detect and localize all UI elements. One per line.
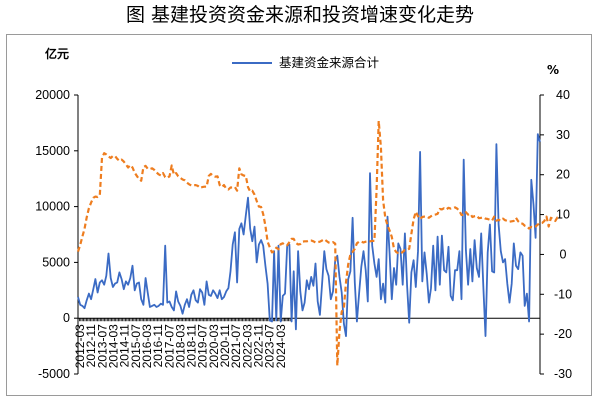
x-tick-label: 2019-07 xyxy=(196,324,210,368)
x-tick-label: 2016-11 xyxy=(151,324,165,367)
left-axis-unit: 亿元 xyxy=(45,46,69,61)
x-tick-label: 2022-11 xyxy=(252,324,266,367)
right-tick-label: -30 xyxy=(554,367,572,381)
x-tick-label: 2022-03 xyxy=(240,324,254,368)
right-tick-label: -10 xyxy=(554,287,572,301)
x-tick-label: 2018-03 xyxy=(173,324,187,368)
x-tick-label: 2017-07 xyxy=(162,324,176,368)
right-tick-label: 10 xyxy=(556,208,570,222)
x-tick-label: 2012-03 xyxy=(73,324,87,368)
x-tick-label: 2014-03 xyxy=(106,324,120,368)
right-tick-label: 40 xyxy=(556,88,570,102)
left-tick-label: 10000 xyxy=(35,200,70,214)
right-tick-label: 30 xyxy=(556,128,570,142)
left-tick-label: 15000 xyxy=(35,144,70,158)
x-tick-label: 2015-07 xyxy=(129,324,143,368)
chart-title: 图 基建投资资金来源和投资增速变化走势 xyxy=(125,4,475,26)
left-tick-label: -5000 xyxy=(38,367,70,381)
right-axis-unit: % xyxy=(547,63,559,77)
funding-source-line xyxy=(77,133,541,338)
x-tick-label: 2016-03 xyxy=(140,324,154,368)
x-tick-label: 2018-11 xyxy=(185,324,199,367)
left-tick-label: 0 xyxy=(63,311,70,325)
x-tick-label: 2020-03 xyxy=(207,324,221,368)
left-tick-label: 5000 xyxy=(42,255,70,269)
x-tick-label: 2013-07 xyxy=(95,324,109,368)
legend-label: 基建资金来源合计 xyxy=(279,55,379,70)
plot-frame xyxy=(6,34,592,396)
legend: 基建资金来源合计 xyxy=(232,55,379,70)
right-tick-label: -20 xyxy=(554,327,572,341)
x-tick-label: 2024-03 xyxy=(274,324,288,368)
x-tick-label: 2021-07 xyxy=(229,324,243,368)
x-tick-label: 2012-11 xyxy=(84,324,98,367)
right-tick-label: 0 xyxy=(560,247,567,261)
left-tick-label: 20000 xyxy=(35,88,70,102)
x-tick-label: 2014-11 xyxy=(118,324,132,367)
investment-growth-line xyxy=(76,119,560,367)
series-layer xyxy=(76,119,560,367)
axes: 20000 15000 10000 5000 0 -5000 40 30 20 10 0 -10 -20… xyxy=(35,88,572,381)
x-tick-label: 2023-07 xyxy=(263,324,277,368)
right-tick-label: 20 xyxy=(556,168,570,182)
x-tick-label: 2020-11 xyxy=(218,324,232,367)
